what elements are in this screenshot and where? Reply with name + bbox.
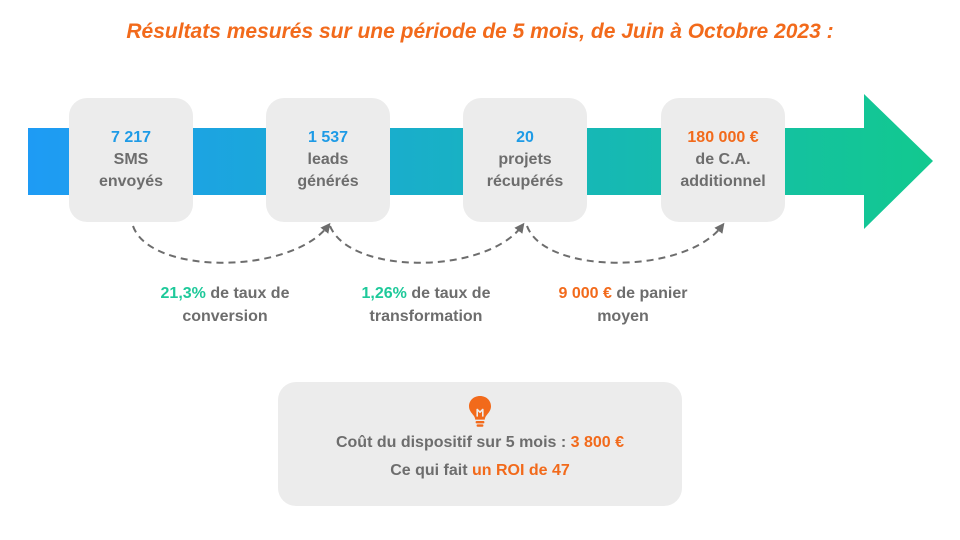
step-label: de C.A. additionnel	[680, 151, 766, 190]
step-leads-generated: 1 537 leads générés	[266, 98, 390, 222]
step-value: 20	[516, 129, 534, 146]
ratio-conversion: 21,3% de taux de conversion	[125, 282, 325, 328]
ratio-value: 9 000 €	[558, 285, 612, 302]
step-sms-sent: 7 217 SMS envoyés	[69, 98, 193, 222]
ratio-text: transformation	[369, 308, 483, 325]
step-projects-recovered: 20 projets récupérés	[463, 98, 587, 222]
ratio-average-basket: 9 000 € de panier moyen	[523, 282, 723, 328]
cost-value: 3 800 €	[570, 434, 625, 451]
ratio-value: 21,3%	[160, 285, 206, 302]
cost-line: Coût du dispositif sur 5 mois : 3 800 €	[278, 434, 682, 452]
ratio-text: moyen	[597, 308, 649, 325]
step-label: leads générés	[297, 151, 359, 190]
roi-line: Ce qui fait un ROI de 47	[278, 462, 682, 480]
ratio-text: de panier	[611, 285, 688, 302]
step-value: 7 217	[110, 129, 152, 146]
step-label: SMS envoyés	[98, 151, 164, 190]
ratio-transformation: 1,26% de taux de transformation	[326, 282, 526, 328]
connector-2	[329, 222, 525, 264]
step-value: 1 537	[307, 129, 349, 146]
ratio-value: 1,26%	[361, 285, 407, 302]
step-label: projets récupérés	[486, 151, 564, 190]
roi-text: Ce qui fait	[390, 462, 472, 479]
connector-1	[132, 222, 331, 264]
lightbulb-icon	[469, 396, 491, 427]
ratio-text: de taux de	[406, 285, 491, 302]
connector-3	[526, 222, 725, 264]
ratio-text: de taux de	[205, 285, 290, 302]
roi-value: un ROI de 47	[471, 462, 570, 479]
cost-text: Coût du dispositif sur 5 mois :	[335, 434, 571, 451]
page-title: Résultats mesurés sur une période de 5 m…	[126, 20, 834, 43]
step-additional-revenue: 180 000 € de C.A. additionnel	[661, 98, 785, 222]
cost-summary-box: Coût du dispositif sur 5 mois : 3 800 € …	[278, 382, 682, 506]
step-value: 180 000 €	[687, 129, 759, 146]
ratio-text: conversion	[182, 308, 268, 325]
